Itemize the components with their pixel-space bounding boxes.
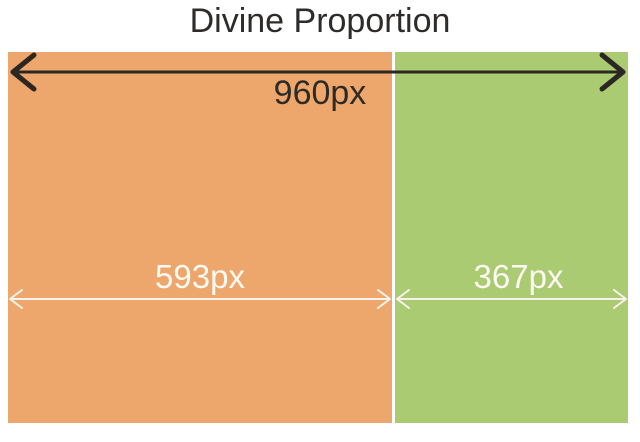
total-width-arrow-icon: [10, 52, 626, 92]
right-width-label: 367px: [473, 258, 564, 295]
total-width-label: 960px: [273, 74, 367, 112]
left-width-arrow-icon: [9, 289, 391, 309]
page-title: Divine Proportion: [189, 2, 451, 40]
right-width-arrow-icon: [396, 289, 627, 309]
right-proportion-block: [395, 52, 628, 423]
left-width-label: 593px: [155, 258, 245, 295]
left-proportion-block: [8, 52, 392, 423]
